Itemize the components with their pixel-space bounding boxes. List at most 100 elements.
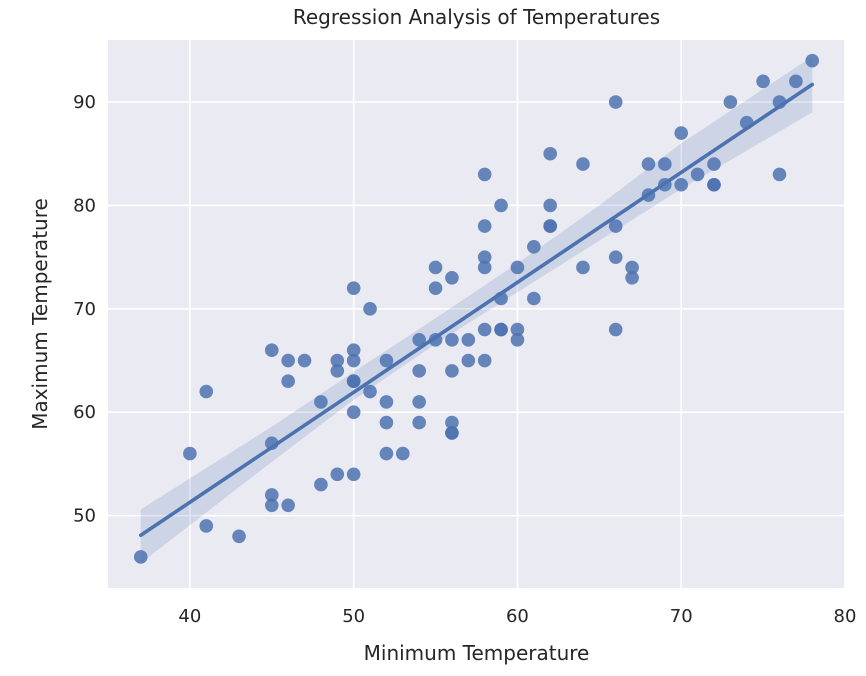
scatter-point: [297, 353, 312, 368]
scatter-point: [477, 167, 492, 182]
scatter-point: [576, 260, 590, 275]
scatter-point: [674, 126, 689, 140]
scatter-point: [281, 374, 295, 389]
scatter-point: [330, 467, 345, 482]
scatter-point: [330, 353, 345, 368]
scatter-point: [477, 353, 492, 368]
scatter-point: [264, 498, 279, 513]
scatter-point: [527, 291, 541, 306]
scatter-point: [477, 260, 492, 275]
scatter-point: [379, 415, 394, 430]
scatter-point: [674, 177, 689, 192]
y-axis-label: Maximum Temperature: [28, 198, 52, 430]
scatter-point: [379, 353, 394, 368]
y-tick-label: 70: [73, 299, 96, 320]
scatter-point: [314, 395, 328, 409]
scatter-point: [445, 415, 459, 430]
scatter-point: [608, 322, 623, 337]
scatter-point: [445, 364, 459, 378]
scatter-point: [346, 353, 361, 368]
scatter-point: [281, 353, 295, 368]
chart-title: Regression Analysis of Temperatures: [293, 5, 660, 29]
scatter-point: [641, 157, 656, 171]
scatter-point: [346, 405, 361, 420]
scatter-point: [789, 74, 803, 89]
x-tick-label: 60: [506, 606, 529, 627]
scatter-point: [428, 281, 443, 295]
scatter-point: [330, 364, 345, 378]
y-tick-label: 50: [73, 506, 96, 527]
x-tick-label: 70: [670, 606, 693, 627]
scatter-point: [477, 322, 492, 337]
scatter-point: [314, 477, 328, 492]
scatter-point: [264, 488, 279, 502]
scatter-point: [625, 260, 639, 275]
scatter-point: [494, 322, 508, 337]
scatter-point: [363, 302, 377, 316]
scatter-point: [133, 550, 148, 564]
scatter-point: [690, 167, 705, 182]
scatter-point: [445, 426, 459, 440]
grid-lines: [108, 40, 846, 588]
scatter-point: [510, 322, 525, 337]
scatter-point: [232, 529, 246, 544]
scatter-point: [445, 271, 459, 285]
scatter-point: [805, 53, 820, 68]
scatter-point: [494, 198, 508, 213]
scatter-point: [412, 415, 426, 430]
scatter-point: [379, 446, 394, 461]
scatter-point: [461, 333, 476, 347]
regression-line: [138, 82, 815, 538]
scatter-point: [379, 395, 394, 409]
scatter-point: [543, 219, 557, 233]
scatter-point: [707, 177, 721, 192]
scatter-point: [608, 95, 623, 109]
x-axis-ticks: 40 50 60 70 80: [178, 606, 856, 627]
scatter-point: [281, 498, 295, 513]
x-tick-label: 50: [342, 606, 365, 627]
plot-background: [108, 40, 845, 588]
x-axis-label: Minimum Temperature: [364, 641, 590, 665]
scatter-point: [723, 95, 738, 109]
scatter-point: [199, 519, 214, 533]
scatter-point: [576, 157, 590, 171]
scatter-point: [363, 384, 377, 399]
scatter-point: [772, 167, 787, 182]
scatter-point: [412, 333, 426, 347]
y-axis-ticks: 50 60 70 80 90: [73, 92, 96, 527]
scatter-point: [608, 219, 623, 233]
scatter-point: [346, 467, 361, 482]
y-tick-label: 60: [73, 402, 96, 423]
scatter-point: [543, 198, 557, 213]
scatter-point: [412, 364, 426, 378]
y-tick-label: 80: [73, 195, 96, 216]
scatter-point: [477, 250, 492, 264]
x-tick-label: 80: [834, 606, 857, 627]
scatter-point: [346, 374, 361, 389]
scatter-point: [445, 333, 459, 347]
scatter-point: [510, 333, 525, 347]
x-tick-label: 40: [178, 606, 201, 627]
scatter-point: [199, 384, 214, 399]
scatter-point: [625, 271, 639, 285]
scatter-point: [707, 157, 721, 171]
scatter-point: [543, 146, 557, 161]
scatter-point: [608, 250, 623, 264]
regression-line-layer: [138, 82, 815, 538]
scatter-point: [396, 446, 410, 461]
scatter-points: [133, 53, 820, 564]
scatter-point: [346, 281, 361, 295]
scatter-point: [477, 219, 492, 233]
scatter-point: [183, 446, 197, 461]
scatter-point: [658, 157, 672, 171]
scatter-point: [428, 260, 443, 275]
scatter-point: [346, 343, 361, 357]
scatter-point: [264, 343, 279, 357]
scatter-point: [510, 260, 525, 275]
scatter-point: [461, 353, 476, 368]
scatter-point: [527, 239, 541, 254]
scatter-point: [412, 395, 426, 409]
y-tick-label: 90: [73, 92, 96, 113]
